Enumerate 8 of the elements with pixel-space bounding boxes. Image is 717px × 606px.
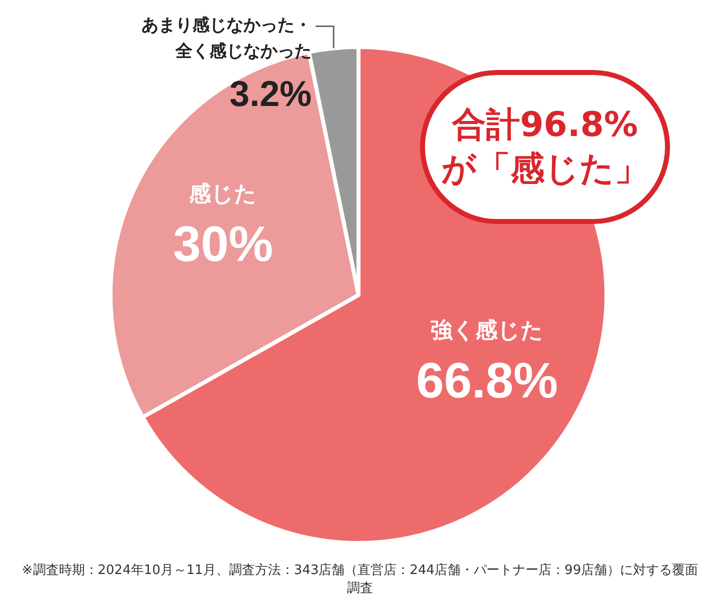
text: ※調査時期：2024年10月～11月、調査方法：343店舗（直営店：244店舗・パートナー店：99店舗）に対する覆面調査 bbox=[20, 562, 700, 598]
text: 合計96.8%が「感じた」 bbox=[420, 70, 670, 224]
slice-label: 強く感じた bbox=[430, 318, 544, 344]
slice-label: 感じた bbox=[188, 182, 258, 208]
data-label: 3.2% bbox=[230, 73, 312, 114]
data-label: 30% bbox=[173, 216, 274, 272]
slice-label: あまり感じなかった・全く感じなかった bbox=[142, 16, 312, 62]
data-label: 66.8% bbox=[416, 352, 558, 409]
